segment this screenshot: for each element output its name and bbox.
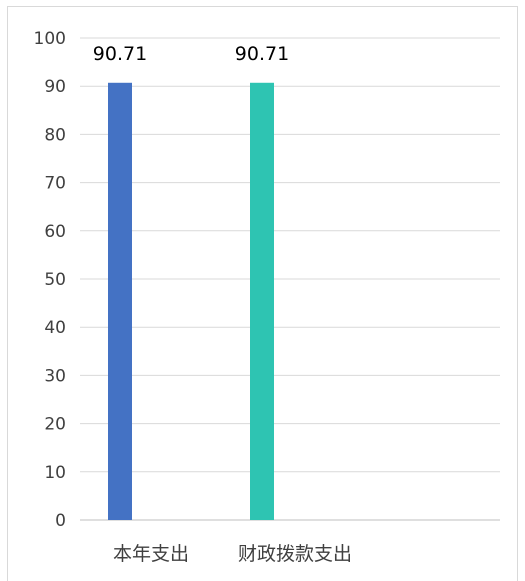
y-tick-label: 0: [55, 511, 66, 531]
category-label: 本年支出: [113, 543, 189, 565]
y-tick-label: 70: [44, 174, 66, 194]
y-tick-label: 10: [44, 463, 66, 483]
category-labels: 本年支出 财政拨款支出: [113, 543, 352, 565]
y-tick-label: 90: [44, 77, 66, 97]
y-tick-label: 100: [34, 29, 66, 49]
y-tick-label: 50: [44, 270, 66, 290]
gridlines: [80, 37, 500, 521]
bar-1: [108, 82, 132, 520]
data-label: 90.71: [235, 43, 289, 65]
bars: [108, 82, 274, 520]
bar-2: [250, 82, 274, 520]
y-tick-label: 40: [44, 318, 66, 338]
y-tick-label: 30: [44, 366, 66, 386]
y-tick-label: 80: [44, 125, 66, 145]
y-tick-label: 60: [44, 222, 66, 242]
y-tick-label: 20: [44, 415, 66, 435]
category-label: 财政拨款支出: [238, 543, 352, 565]
y-axis-tick-labels: 0 10 20 30 40 50 60 70 80 90 100: [34, 29, 66, 531]
data-labels: 90.71 90.71: [93, 43, 289, 65]
data-label: 90.71: [93, 43, 147, 65]
